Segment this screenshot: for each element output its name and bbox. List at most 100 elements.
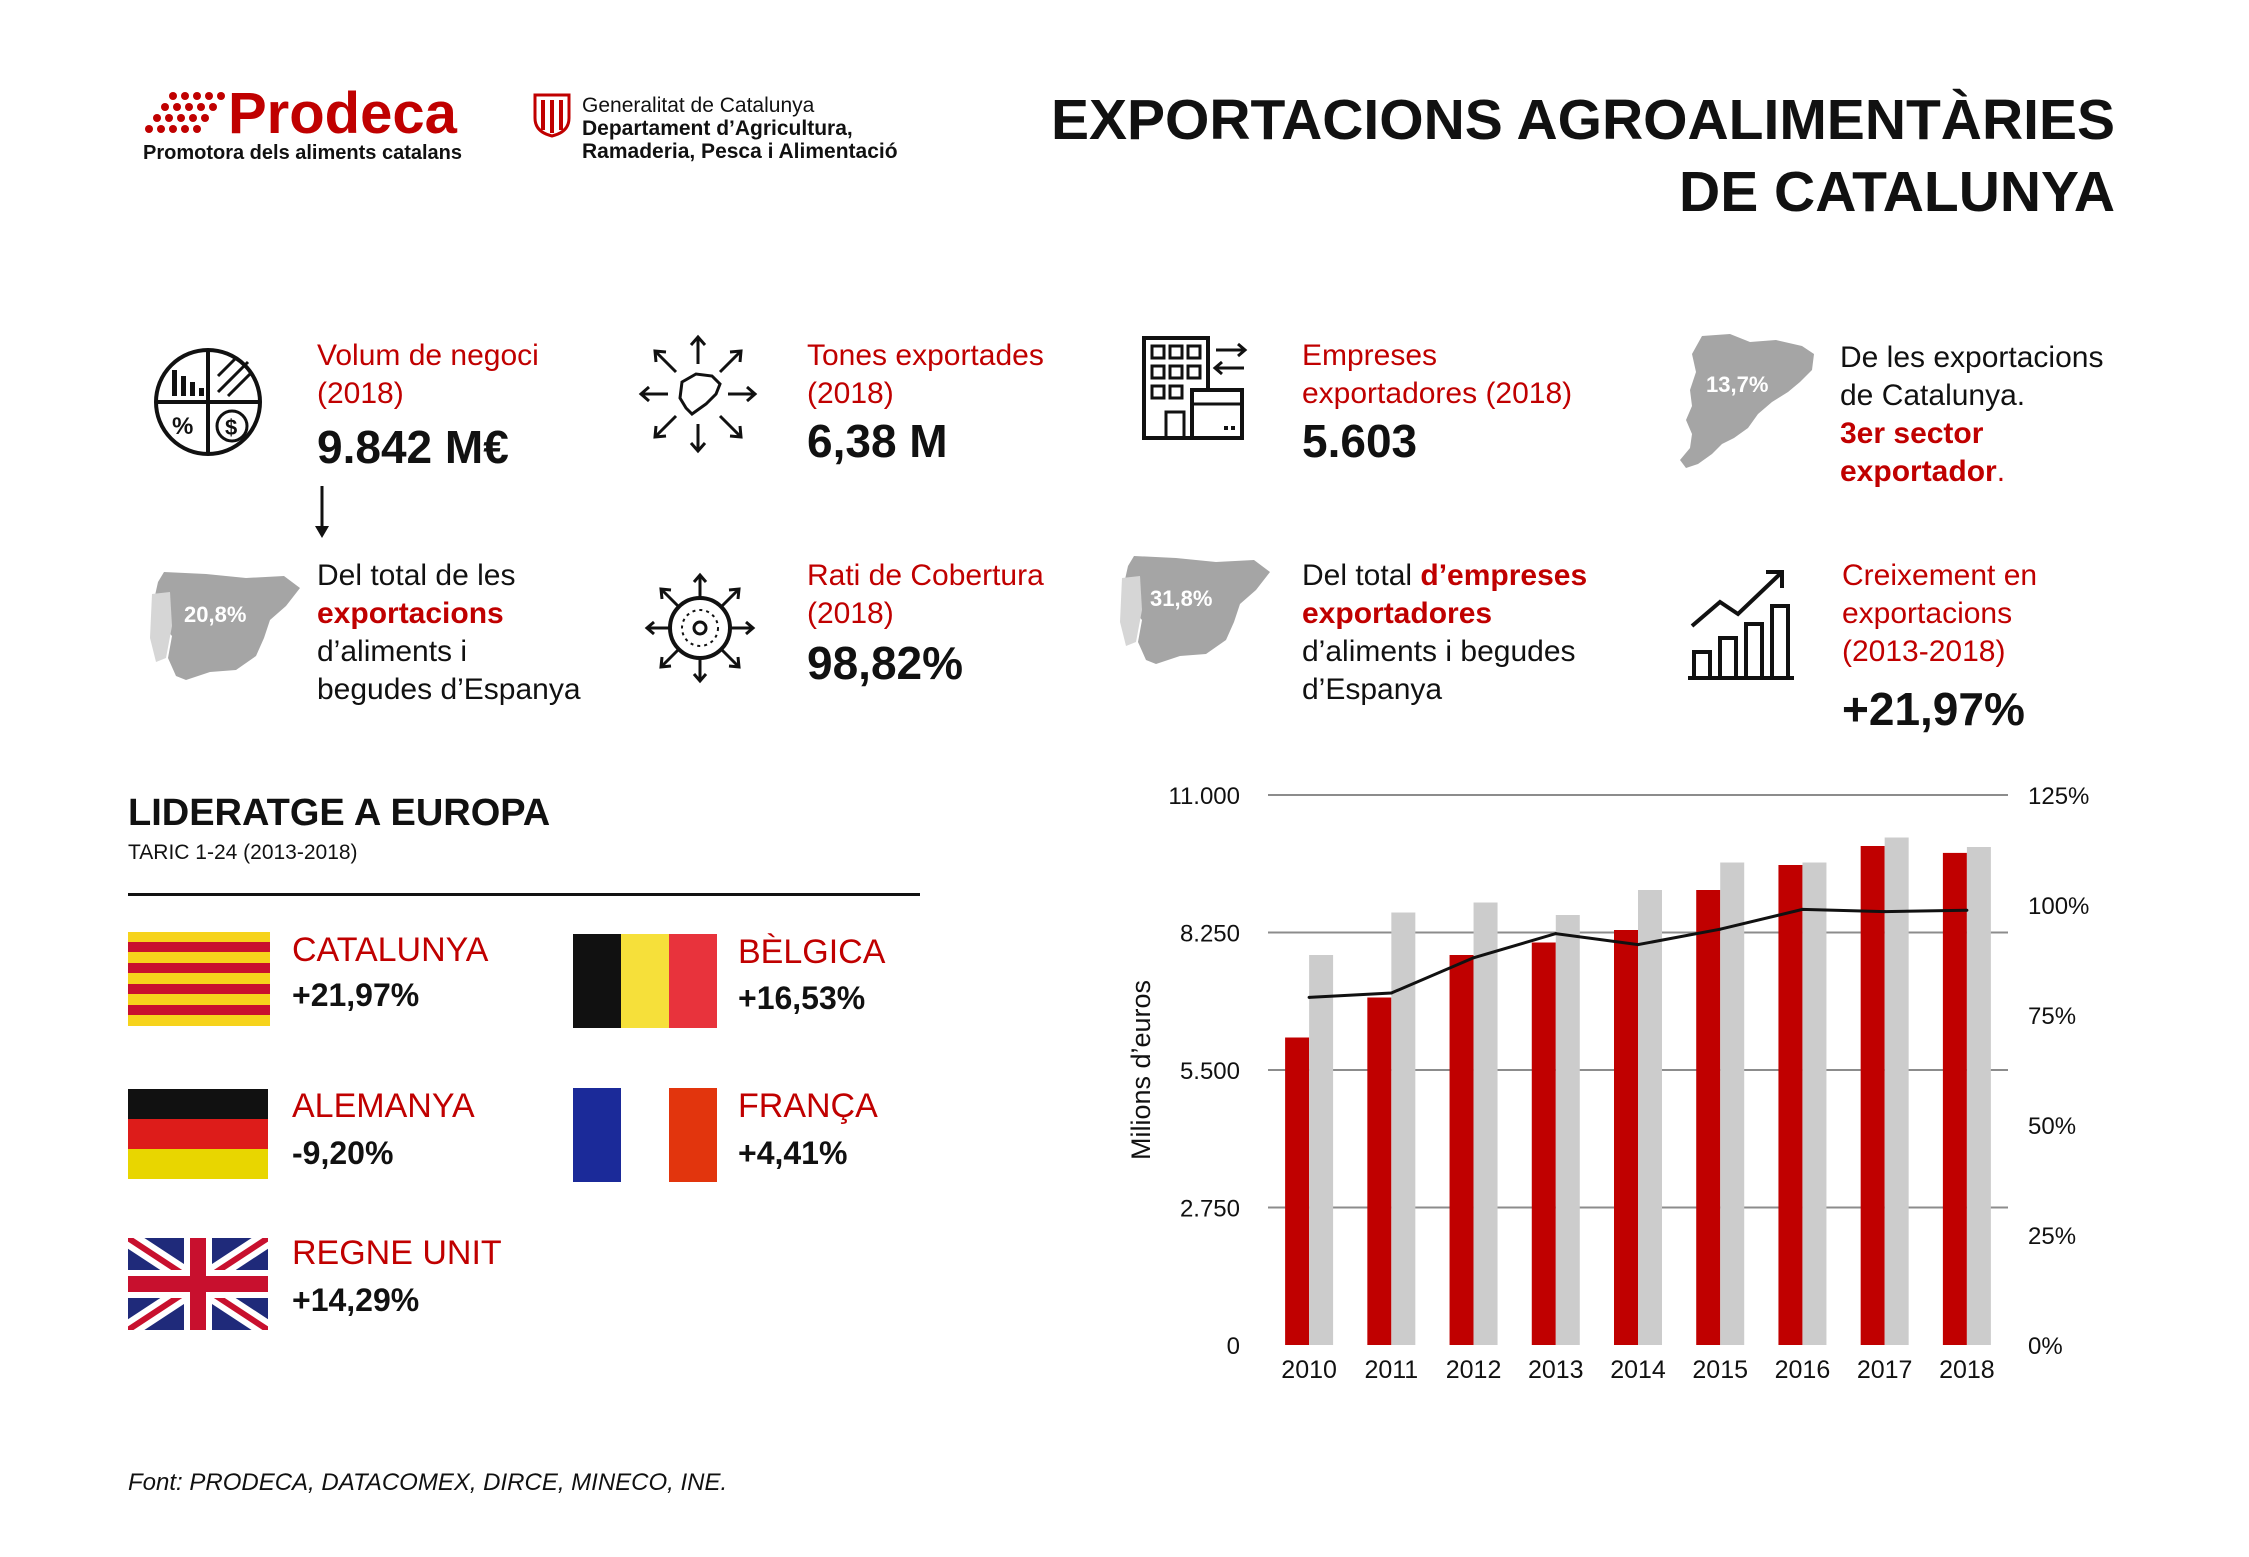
empreses-label: Empreses exportadores (2018) [1302, 337, 1572, 413]
empreses-share-line2: exportadores [1302, 597, 1493, 630]
y2-tick-label: 125% [2028, 783, 2089, 810]
bar-gray [1884, 837, 1909, 1345]
coverage-ratio-icon [644, 572, 756, 684]
cat-share-line3: 3er sector [1840, 417, 1984, 450]
cat-share-text: De les exportacions de Catalunya. 3er se… [1840, 339, 2103, 491]
x-tick-label: 2011 [1364, 1356, 1418, 1384]
catalonia-map-icon: 13,7% [1680, 334, 1814, 468]
prodeca-tagline: Promotora dels aliments catalans [143, 142, 463, 164]
bar-red [1367, 997, 1392, 1345]
y-tick-label: 8.250 [1180, 921, 1240, 948]
cat-share-line4: exportador [1840, 455, 1997, 488]
empreses-share-line1a: Del total [1302, 559, 1421, 592]
country-name-franca: FRANÇA [738, 1087, 878, 1125]
business-volume-icon: % $ [154, 348, 262, 456]
y2-tick-label: 75% [2028, 1003, 2076, 1030]
bar-gray [1802, 862, 1827, 1345]
tones-label-line2: (2018) [807, 377, 894, 410]
x-tick-label: 2016 [1775, 1356, 1831, 1384]
bar-gray [1555, 915, 1580, 1345]
cat-share-line2: de Catalunya. [1840, 379, 2026, 412]
x-tick-label: 2015 [1692, 1356, 1748, 1384]
exporting-companies-icon [1142, 336, 1248, 440]
spain-share-line2: exportacions [317, 597, 504, 630]
y-tick-label: 0 [1227, 1333, 1240, 1360]
spain-map-icon: 20,8% [150, 572, 300, 680]
tones-label: Tones exportades (2018) [807, 337, 1044, 413]
bar-gray [1473, 902, 1498, 1345]
line-point [1389, 991, 1393, 995]
generalitat-emblem-icon [533, 93, 571, 138]
cat-share-line1: De les exportacions [1840, 341, 2104, 374]
exports-chart: 0 2.750 5.500 8.250 11.000 0% 25% 50% 75% 100% 125… [1126, 783, 2089, 1384]
down-arrow-icon [315, 486, 329, 538]
cobertura-label-line1: Rati de Cobertura [807, 559, 1044, 592]
x-tick-label: 2014 [1610, 1356, 1666, 1384]
prodeca-logo-name: Prodeca [228, 81, 457, 146]
line-point [1472, 956, 1476, 960]
bar-red [1860, 846, 1885, 1345]
page-title-line1: EXPORTACIONS AGROALIMENTÀRIES [1050, 88, 2115, 152]
department-name-line2: Ramaderia, Pesca i Alimentació [582, 140, 898, 163]
x-tick-label: 2013 [1528, 1356, 1584, 1384]
cobertura-value: 98,82% [807, 637, 964, 689]
y2-tick-label: 0% [2028, 1333, 2063, 1360]
empreses-share-line4: d’Espanya [1302, 673, 1443, 706]
empreses-share-line1b: d’empreses [1420, 559, 1588, 592]
y2-tick-label: 50% [2028, 1113, 2076, 1140]
country-growth-franca: +4,41% [738, 1135, 848, 1171]
creixement-label-line1: Creixement en [1842, 559, 2038, 592]
bar-red [1696, 890, 1721, 1345]
line-point [1883, 910, 1887, 914]
bar-gray [1966, 847, 1991, 1345]
line-point [1636, 943, 1640, 947]
department-name-line1: Departament d’Agricultura, [582, 117, 853, 140]
line-point [1554, 932, 1558, 936]
spain-share-badge: 20,8% [184, 602, 246, 627]
tones-value: 6,38 M [807, 415, 948, 467]
empreses-share-line3: d’aliments i begudes [1302, 635, 1576, 668]
volum-label-line1: Volum de negoci [317, 339, 539, 372]
bar-red [1531, 942, 1556, 1345]
country-name-belgica: BÈLGICA [738, 933, 886, 971]
creixement-label-line3: (2013-2018) [1842, 635, 2006, 668]
source-note: Font: PRODECA, DATACOMEX, DIRCE, MINECO,… [128, 1469, 728, 1496]
spain-share-line3: d’aliments i [317, 635, 468, 668]
bar-red [1449, 955, 1474, 1345]
bar-red [1778, 865, 1803, 1345]
bar-gray [1638, 890, 1662, 1345]
prodeca-logo-dots-icon [145, 92, 225, 133]
bar-gray [1309, 955, 1334, 1345]
empreses-label-line1: Empreses [1302, 339, 1438, 372]
germany-flag-icon [128, 1089, 268, 1179]
country-growth-catalunya: +21,97% [292, 977, 420, 1013]
generalitat-name: Generalitat de Catalunya [582, 94, 815, 117]
svg-text:$: $ [225, 415, 237, 440]
leadership-subtitle: TARIC 1-24 (2013-2018) [128, 841, 358, 864]
y-tick-label: 5.500 [1180, 1058, 1240, 1085]
creixement-value: +21,97% [1842, 683, 2025, 735]
cat-share-line4-end: . [1996, 455, 2006, 488]
empreses-label-line2: exportadores (2018) [1302, 377, 1573, 410]
catalonia-flag-icon [128, 932, 270, 1026]
bar-red [1614, 930, 1638, 1345]
bar-gray [1391, 912, 1416, 1345]
volum-label-line2: (2018) [317, 377, 404, 410]
spain-share-text: Del total de les exportacions d’aliments… [317, 557, 581, 709]
x-tick-label: 2010 [1281, 1356, 1337, 1384]
leadership-divider [128, 893, 920, 896]
page-title: EXPORTACIONS AGROALIMENTÀRIES DE CATALUN… [1051, 84, 2115, 228]
line-point [1307, 995, 1311, 999]
x-tick-label: 2017 [1857, 1356, 1913, 1384]
bar-red [1942, 852, 1967, 1345]
country-name-regne-unit: REGNE UNIT [292, 1234, 502, 1272]
volum-label: Volum de negoci (2018) [317, 337, 539, 413]
svg-text:%: % [172, 413, 193, 440]
spain-share-line1: Del total de les [317, 559, 516, 592]
uk-flag-icon [128, 1238, 268, 1330]
creixement-label: Creixement en exportacions (2013-2018) [1842, 557, 2037, 671]
cat-share-badge: 13,7% [1706, 372, 1768, 397]
x-tick-label: 2018 [1939, 1356, 1995, 1384]
page-title-line2: DE CATALUNYA [1679, 160, 2115, 224]
line-point [1965, 908, 1969, 912]
